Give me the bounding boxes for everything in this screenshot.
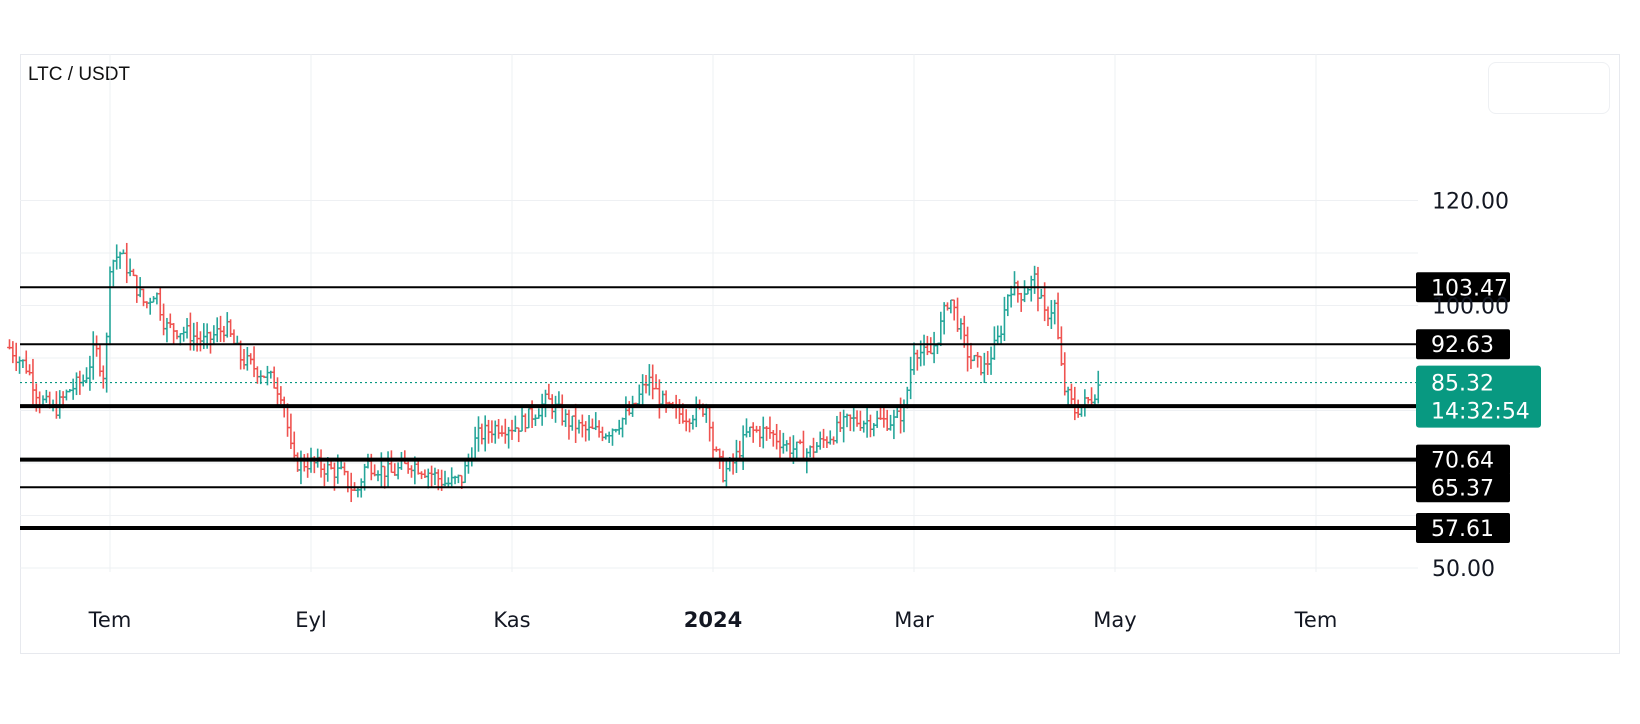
level-badge[interactable]: [1416, 272, 1510, 303]
x-tick-label: Tem: [1294, 608, 1338, 632]
level-badge-label: 65.37: [1431, 476, 1494, 501]
y-tick-label: 100.00: [1432, 295, 1509, 320]
level-badge[interactable]: [1416, 472, 1510, 503]
y-tick-label: 120.00: [1432, 190, 1509, 215]
current-price-label: 85.32: [1431, 372, 1494, 397]
chart-frame: [20, 54, 1620, 654]
x-tick-label: Eyl: [295, 608, 327, 632]
level-badge[interactable]: [1416, 444, 1510, 475]
legend-box: [1488, 62, 1610, 114]
horizontal-levels[interactable]: 103.4792.6380.8470.6465.3757.6185.3214:3…: [20, 272, 1541, 544]
level-badge-label: 92.63: [1431, 333, 1494, 358]
level-badge-label: 103.47: [1431, 276, 1508, 301]
level-badge-label: 70.64: [1431, 449, 1494, 474]
x-tick-label: Tem: [88, 608, 132, 632]
level-badge[interactable]: [1416, 513, 1510, 544]
y-tick-label: 50.00: [1432, 557, 1495, 582]
level-badge[interactable]: [1416, 329, 1510, 360]
level-badge-label: 57.61: [1431, 517, 1494, 542]
axes: 50.00 100.00 120.00 Tem Eyl Kas 2024 Mar May Tem: [88, 190, 1509, 633]
x-tick-label: 2024: [684, 608, 742, 632]
x-tick-label: May: [1093, 608, 1136, 632]
x-tick-label: Kas: [493, 608, 530, 632]
grid-lines: [20, 54, 1418, 572]
current-price-badge: [1416, 365, 1541, 428]
x-tick-label: Mar: [894, 608, 934, 632]
countdown-label: 14:32:54: [1431, 400, 1530, 425]
chart-title: LTC / USDT: [28, 64, 131, 85]
